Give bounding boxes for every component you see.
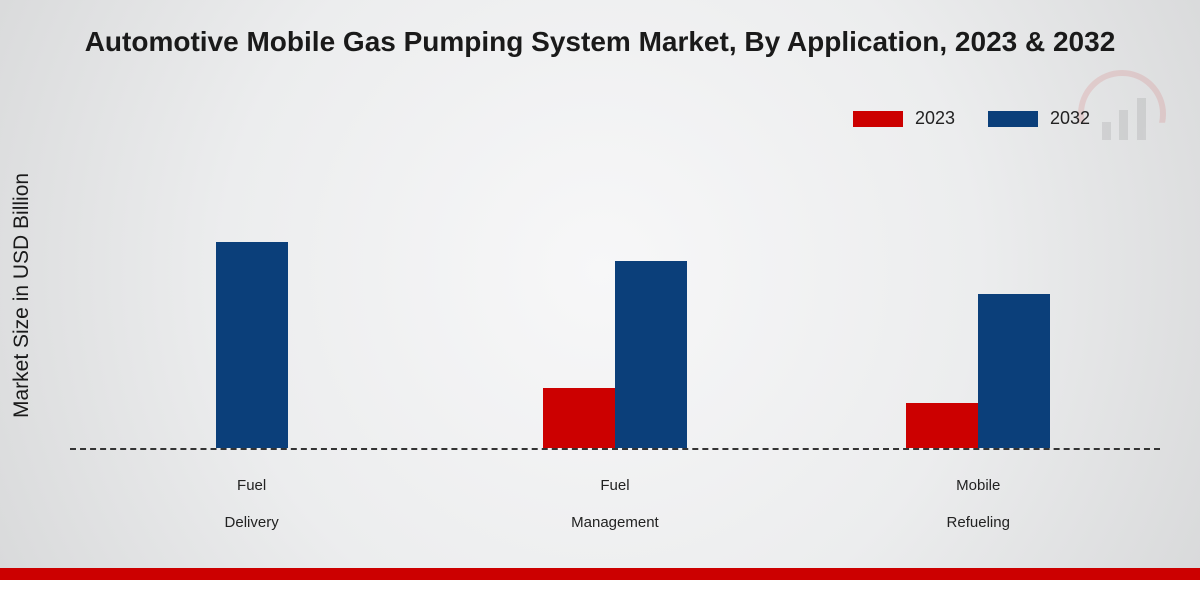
chart-title: Automotive Mobile Gas Pumping System Mar… — [0, 26, 1200, 58]
bars-wrap — [906, 294, 1050, 448]
bar-2023 — [543, 388, 615, 448]
bar-2023 — [906, 403, 978, 448]
bars-wrap: 0.4 — [216, 242, 288, 448]
watermark-bars — [1102, 98, 1150, 140]
bar-2032 — [615, 261, 687, 449]
bar-2032 — [216, 242, 288, 448]
watermark-bar — [1102, 122, 1111, 140]
legend-item-2023: 2023 — [853, 108, 956, 129]
watermark-logo — [1078, 70, 1168, 160]
bars-wrap — [543, 261, 687, 449]
category-label-line1: Fuel — [600, 477, 629, 494]
bar-2032 — [978, 294, 1050, 448]
legend-item-2032: 2032 — [988, 108, 1091, 129]
plot-area: 0.4 — [70, 150, 1160, 450]
legend-label: 2023 — [915, 108, 955, 128]
footer-red-band — [0, 568, 1200, 580]
footer-white-band — [0, 580, 1200, 600]
category-label-line2: Refueling — [947, 514, 1010, 531]
legend: 2023 2032 — [825, 108, 1090, 129]
category-label-line1: Mobile — [956, 477, 1000, 494]
y-axis-label: Market Size in USD Billion — [10, 130, 34, 460]
footer — [0, 580, 1200, 600]
category-label-line2: Delivery — [225, 514, 279, 531]
x-axis-baseline — [70, 448, 1160, 450]
legend-swatch — [853, 111, 903, 127]
chart-page: Automotive Mobile Gas Pumping System Mar… — [0, 0, 1200, 600]
watermark-bar — [1119, 110, 1128, 140]
watermark-bar — [1137, 98, 1146, 140]
category-label: Fuel Delivery — [70, 458, 433, 533]
category-label-line2: Management — [571, 514, 659, 531]
category-label: Fuel Management — [433, 458, 796, 533]
legend-label: 2032 — [1050, 108, 1090, 128]
category-label: Mobile Refueling — [797, 458, 1160, 533]
legend-swatch — [988, 111, 1038, 127]
category-label-line1: Fuel — [237, 477, 266, 494]
